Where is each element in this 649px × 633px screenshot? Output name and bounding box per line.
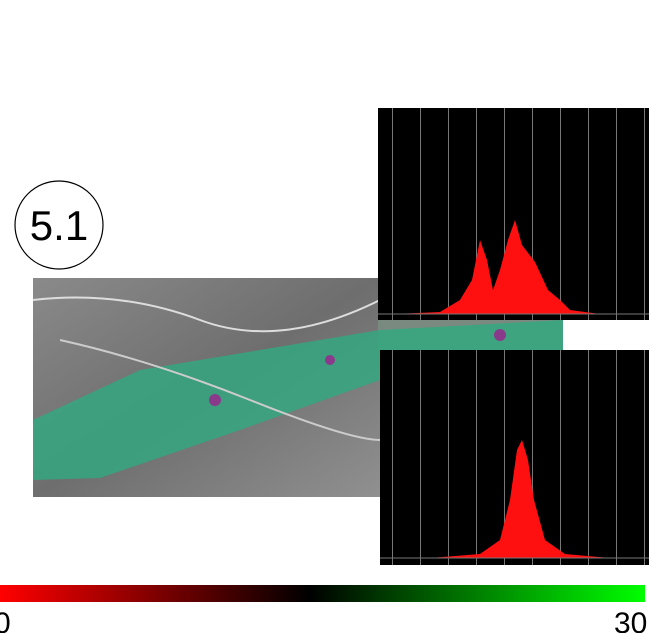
scale-max-label: 30 bbox=[614, 607, 647, 633]
histogram-top bbox=[378, 108, 649, 320]
color-scale bbox=[0, 585, 645, 602]
slide-label: 5.1 bbox=[30, 202, 88, 249]
scale-min-label: 0 bbox=[0, 607, 11, 633]
histogram-bottom bbox=[380, 350, 649, 565]
label-circle bbox=[14, 180, 104, 270]
